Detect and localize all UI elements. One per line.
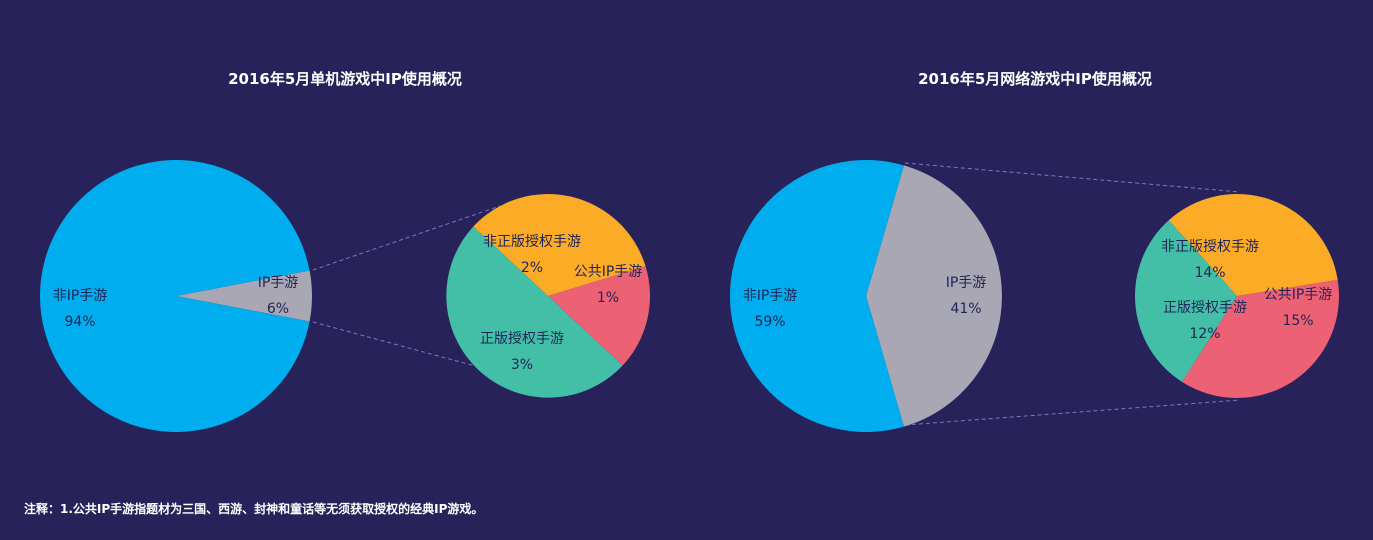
breakdown-slice-1-公共IP手游 xyxy=(1181,279,1339,399)
breakdown-label-0-2-label: 正版授权手游 xyxy=(480,331,564,347)
pie-slice-1-IP手游 xyxy=(866,165,1002,427)
breakdown-label-0-1-label: 公共IP手游 xyxy=(574,264,643,280)
breakdown-label-0-0-value_label: 2% xyxy=(521,260,543,276)
breakdown-slice-1-正版授权手游 xyxy=(1134,220,1237,382)
main-label-1-0-value_label: 59% xyxy=(754,314,785,330)
connector-line-1-1 xyxy=(904,399,1241,426)
connector-line-1-0 xyxy=(904,162,1241,193)
pie-slice-0-非IP手游 xyxy=(39,160,310,433)
chart-title-online: 2016年5月网络游戏中IP使用概况 xyxy=(918,70,1152,88)
breakdown-label-1-1-label: 公共IP手游 xyxy=(1264,287,1333,303)
breakdown-label-1-1-value_label: 15% xyxy=(1282,313,1313,329)
breakdown-slice-0-公共IP手游 xyxy=(548,266,650,366)
main-label-0-1-value_label: 6% xyxy=(267,301,289,317)
breakdown-slice-0-非正版授权手游 xyxy=(473,194,646,296)
chart-title-standalone: 2016年5月单机游戏中IP使用概况 xyxy=(228,70,462,88)
pie-slice-0-IP手游 xyxy=(176,270,312,322)
breakdown-label-0-2-value_label: 3% xyxy=(511,357,533,373)
breakdown-label-1-2-label: 正版授权手游 xyxy=(1163,300,1247,316)
breakdown-slice-0-正版授权手游 xyxy=(446,226,623,398)
connector-line-0-0 xyxy=(312,205,501,271)
main-label-0-0-value_label: 94% xyxy=(64,314,95,330)
breakdown-label-0-0-label: 非正版授权手游 xyxy=(483,234,581,250)
breakdown-label-1-0-value_label: 14% xyxy=(1194,265,1225,281)
breakdown-label-0-1-value_label: 1% xyxy=(597,290,619,306)
breakdown-label-1-0-label: 非正版授权手游 xyxy=(1161,239,1259,255)
main-label-1-1-value_label: 41% xyxy=(950,301,981,317)
main-label-0-0-label: 非IP手游 xyxy=(53,288,108,304)
connector-line-0-1 xyxy=(312,321,491,371)
main-label-0-1-label: IP手游 xyxy=(258,275,299,291)
main-label-1-1-label: IP手游 xyxy=(946,275,987,291)
breakdown-label-1-2-value_label: 12% xyxy=(1189,326,1220,342)
main-label-1-0-label: 非IP手游 xyxy=(743,288,798,304)
pie-slice-1-非IP手游 xyxy=(729,159,904,432)
footnote: 注释：1.公共IP手游指题材为三国、西游、封神和童话等无须获取授权的经典IP游戏… xyxy=(24,502,484,516)
breakdown-slice-1-非正版授权手游 xyxy=(1168,194,1338,296)
